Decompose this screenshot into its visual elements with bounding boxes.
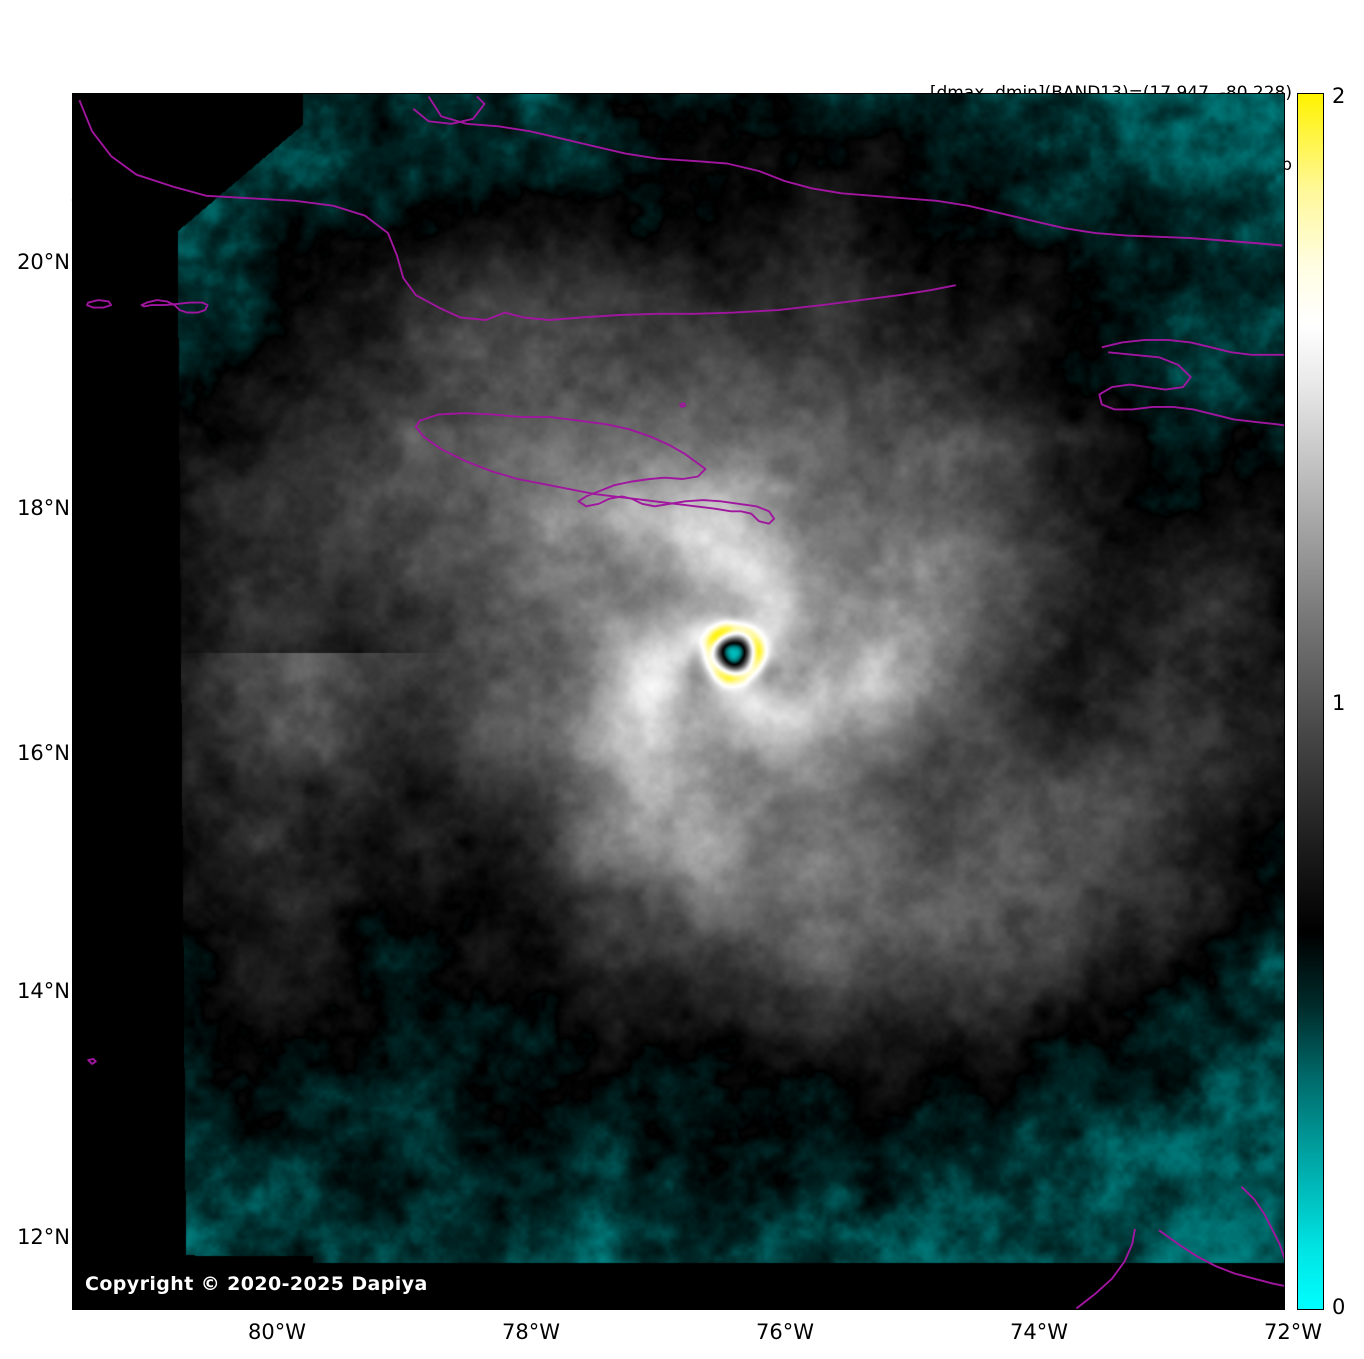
satellite-image-plot[interactable]: Copyright © 2020-2025 Dapiya	[72, 93, 1285, 1310]
colorbar	[1297, 93, 1324, 1310]
coastline-path	[412, 95, 486, 125]
y-axis-tick-label: 12°N	[17, 1225, 70, 1249]
satellite-imagery-canvas	[73, 94, 1284, 1309]
y-axis-tick-label: 18°N	[17, 496, 70, 520]
copyright-label: Copyright © 2020-2025 Dapiya	[85, 1273, 428, 1295]
coastline-path	[86, 299, 113, 309]
colorbar-tick-label: 2	[1332, 84, 1346, 108]
x-axis-tick-label: 78°W	[502, 1320, 560, 1344]
coastline-path	[78, 99, 956, 321]
x-axis-tick-label: 80°W	[248, 1320, 306, 1344]
coastline-path	[1240, 1186, 1284, 1260]
coastline-path	[1158, 1229, 1284, 1287]
coastline-path	[140, 299, 209, 314]
coastline-path	[87, 1057, 97, 1065]
coastline-path	[679, 402, 687, 408]
coastline-path	[414, 412, 776, 525]
colorbar-tick-label: 1	[1332, 691, 1346, 715]
y-axis-tick-label: 16°N	[17, 741, 70, 765]
coastline-path	[1101, 338, 1284, 356]
coastline-path	[427, 95, 1283, 247]
coastline-path	[1075, 1228, 1136, 1309]
colorbar-tick-label: 0	[1332, 1295, 1346, 1319]
x-axis-tick-label: 76°W	[756, 1320, 814, 1344]
y-axis-tick-label: 20°N	[17, 250, 70, 274]
coastline-overlay	[78, 95, 1284, 1309]
coastline-path	[1098, 351, 1284, 427]
x-axis-tick-label: 74°W	[1010, 1320, 1068, 1344]
y-axis-tick-label: 14°N	[17, 979, 70, 1003]
x-axis-tick-label: 72°W	[1264, 1320, 1322, 1344]
